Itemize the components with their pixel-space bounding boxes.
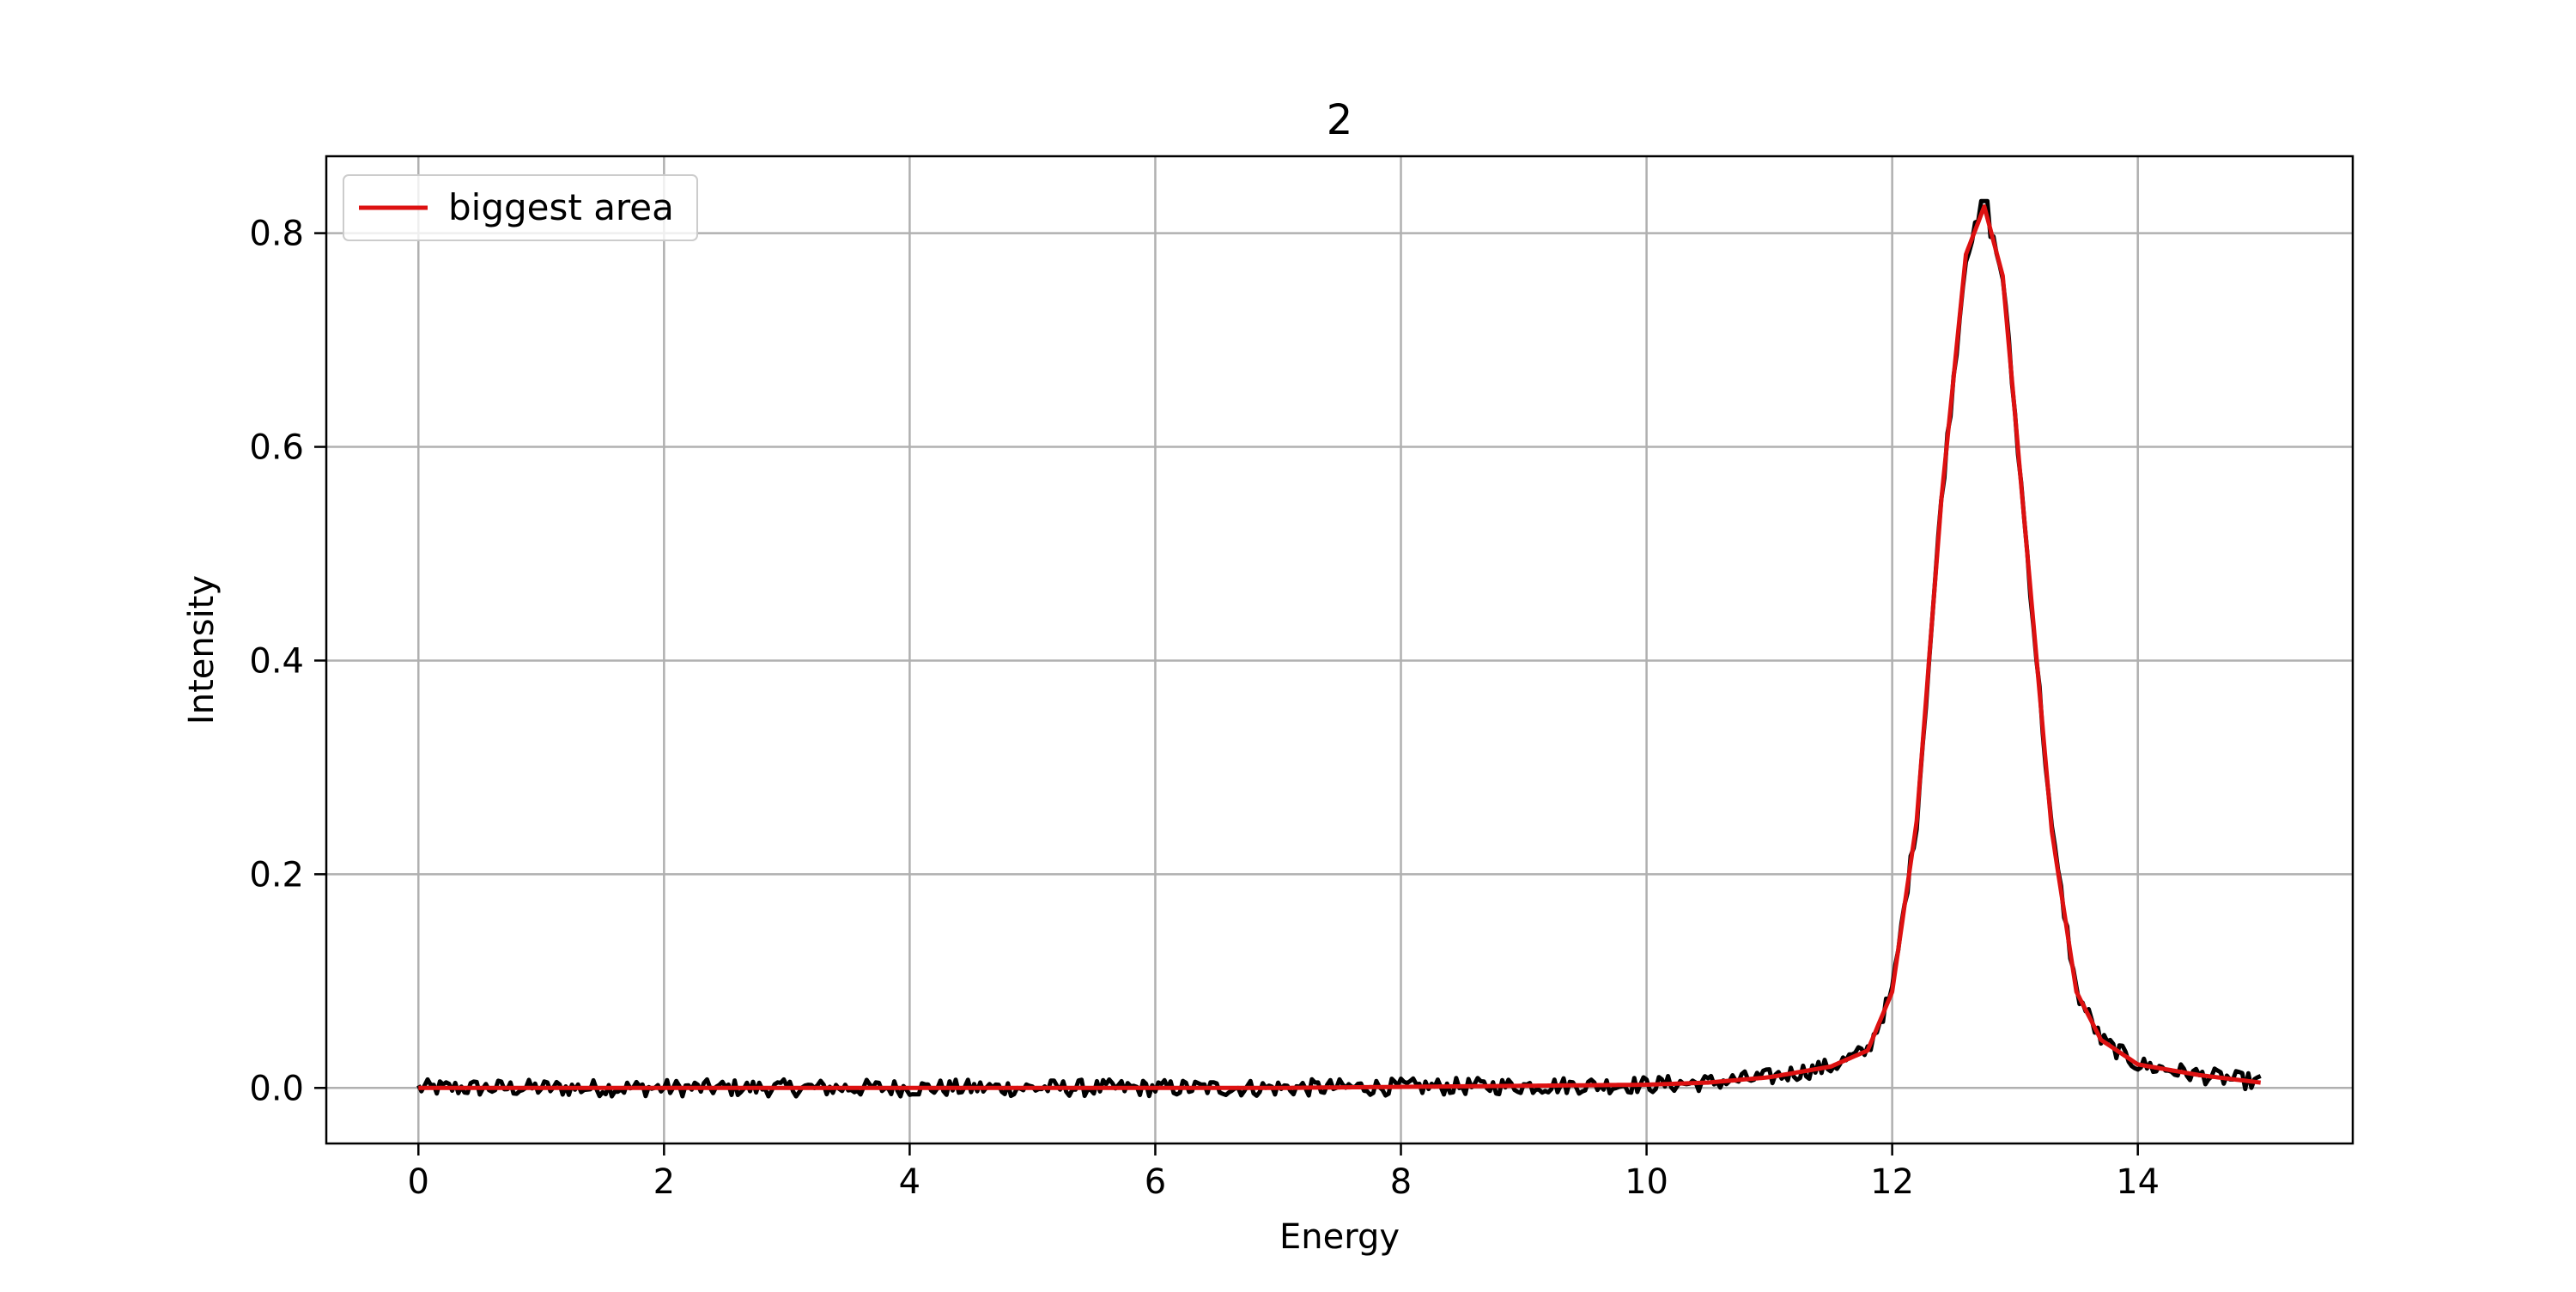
ticks: 0 2 4 6 8 10 12 14 0.0 0.2 0.4 0.6 0.8 (249, 215, 2160, 1202)
x-tick-label: 2 (653, 1162, 675, 1202)
y-tick-label: 0.2 (249, 855, 304, 895)
x-tick-label: 12 (1870, 1162, 1914, 1202)
x-tick-label: 10 (1625, 1162, 1668, 1202)
y-tick-label: 0.6 (249, 428, 304, 468)
series-layer (416, 198, 2262, 1099)
y-tick-label: 0.0 (249, 1069, 304, 1108)
chart-title: 2 (1327, 96, 1353, 144)
y-tick-label: 0.4 (249, 641, 304, 681)
legend-label-biggest-area: biggest area (448, 186, 674, 228)
legend: biggest area (343, 174, 698, 241)
series-line-biggest-area (418, 204, 2262, 1090)
x-axis-label: Energy (1279, 1217, 1400, 1257)
x-tick-label: 8 (1390, 1162, 1412, 1202)
x-tick-label: 14 (2116, 1162, 2160, 1202)
y-axis-label: Intensity (182, 575, 222, 725)
y-tick-label: 0.8 (249, 215, 304, 254)
legend-box (343, 174, 698, 241)
x-tick-label: 0 (408, 1162, 429, 1202)
plot-frame (325, 155, 2354, 1145)
x-tick-label: 4 (899, 1162, 920, 1202)
x-tick-label: 6 (1145, 1162, 1166, 1202)
